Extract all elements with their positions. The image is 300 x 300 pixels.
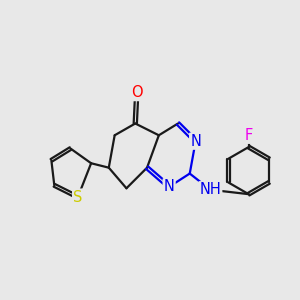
Text: NH: NH (200, 182, 221, 197)
Text: O: O (131, 85, 142, 100)
Text: S: S (73, 190, 83, 205)
Text: N: N (190, 134, 201, 149)
Text: N: N (164, 179, 175, 194)
Text: F: F (244, 128, 253, 143)
